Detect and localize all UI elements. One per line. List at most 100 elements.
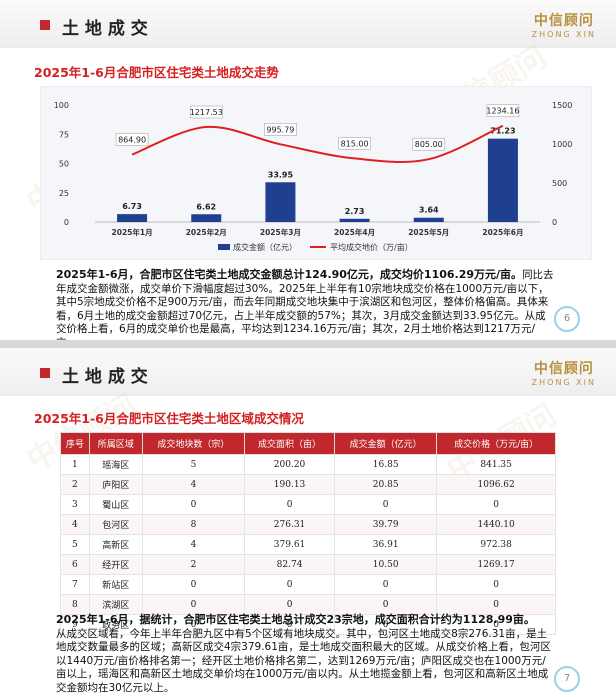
- chart: 02550751000500100015002025年1月6.732025年2月…: [40, 86, 592, 260]
- column-header: 序号: [60, 432, 90, 455]
- x-tick-label: 2025年2月: [186, 227, 227, 237]
- header-title: 土 地 成 交: [62, 19, 148, 39]
- table-cell: 0: [141, 594, 246, 615]
- column-header: 成交面积（亩）: [244, 432, 336, 455]
- logo-en: ZHONG XIN: [531, 30, 596, 39]
- table-cell: 8: [60, 594, 90, 615]
- table-cell: 庐阳区: [88, 474, 143, 495]
- bar: [265, 182, 296, 222]
- table: 序号 所属区域 成交地块数（宗） 成交面积（亩） 成交金额（亿元） 成交价格（万元/亩） 1…: [60, 432, 556, 635]
- divider: [0, 340, 616, 348]
- table-cell: 政务区: [88, 614, 143, 635]
- legend-swatch: [218, 244, 230, 250]
- table-cell: 190.13: [244, 474, 336, 495]
- line-label: 815.00: [341, 139, 369, 148]
- line-label: 1234.16: [486, 107, 519, 116]
- x-tick-label: 2025年4月: [334, 227, 375, 237]
- header: 土 地 成 交 中信顾问 ZHONG XIN: [0, 0, 616, 48]
- bar-label: 3.64: [419, 206, 439, 215]
- table-row: 6 经开区 2 82.74 10.50 1269.17: [60, 554, 556, 575]
- column-header: 成交地块数（宗）: [141, 432, 246, 455]
- table-cell: 瑶海区: [88, 454, 143, 475]
- column-header: 所属区域: [88, 432, 143, 455]
- table-cell: 0: [141, 494, 246, 515]
- logo-cn: 中信顾问: [533, 361, 594, 377]
- bar-label: 6.62: [196, 202, 216, 211]
- table-cell: 5: [141, 454, 246, 475]
- table-cell: 高新区: [88, 534, 143, 555]
- summary-bold: 2025年1-6月，合肥市区住宅类土地成交金额总计124.90亿元，成交均价11…: [56, 268, 523, 281]
- table-cell: 蜀山区: [88, 494, 143, 515]
- table-header: 序号 所属区域 成交地块数（宗） 成交面积（亩） 成交金额（亿元） 成交价格（万元/亩）: [60, 432, 556, 455]
- table-cell: 0: [436, 494, 556, 515]
- table-cell: 20.85: [334, 474, 438, 495]
- bar-label: 2.73: [345, 207, 365, 216]
- table-cell: 0: [436, 594, 556, 615]
- table-cell: 3: [60, 494, 90, 515]
- bar-label: 6.73: [122, 202, 142, 211]
- y2-tick-label: 1000: [552, 140, 572, 149]
- table-cell: 36.91: [334, 534, 438, 555]
- logo: 中信顾问 ZHONG XIN: [532, 358, 596, 387]
- table-row: 7 新站区 0 0 0 0: [60, 574, 556, 595]
- page-number: 7: [554, 666, 580, 692]
- table-cell: 0: [436, 614, 556, 635]
- logo-cn: 中信顾问: [533, 13, 594, 29]
- summary: 2025年1-6月，据统计，合肥市区住宅类土地总计成交23宗地，成交面积合计约为…: [56, 613, 556, 695]
- slide-title: 2025年1-6月合肥市区住宅类土地区域成交情况: [34, 411, 304, 426]
- page-number: 6: [554, 306, 580, 332]
- table-cell: 1269.17: [436, 554, 556, 575]
- line-label-box: [115, 133, 149, 146]
- table-cell: 2: [60, 474, 90, 495]
- x-tick-label: 2025年5月: [408, 227, 449, 237]
- table-cell: 82.74: [244, 554, 336, 575]
- table-cell: 2: [141, 554, 246, 575]
- table-row: 4 包河区 8 276.31 39.79 1440.10: [60, 514, 556, 535]
- x-tick-label: 2025年1月: [112, 227, 153, 237]
- y-tick-label: 75: [59, 130, 69, 139]
- bar-label: 33.95: [268, 170, 294, 179]
- table-cell: 1096.62: [436, 474, 556, 495]
- table-cell: 包河区: [88, 514, 143, 535]
- table-cell: 39.79: [334, 514, 438, 535]
- header: 土 地 成 交 中信顾问 ZHONG XIN: [0, 348, 616, 396]
- table-cell: 0: [334, 494, 438, 515]
- table-cell: 4: [141, 474, 246, 495]
- slide-title: 2025年1-6月合肥市区住宅类土地成交走势: [34, 65, 279, 80]
- table-cell: 0: [334, 594, 438, 615]
- line-label: 864.90: [118, 136, 146, 145]
- table-cell: 1: [60, 454, 90, 475]
- table-row: 2 庐阳区 4 190.13 20.85 1096.62: [60, 474, 556, 495]
- bar: [413, 217, 444, 222]
- table-row: 8 滨湖区 0 0 0 0: [60, 594, 556, 615]
- line-label-box: [338, 137, 371, 150]
- bar: [339, 218, 370, 222]
- y-tick-label: 100: [54, 101, 69, 110]
- table-row: 3 蜀山区 0 0 0 0: [60, 494, 556, 515]
- table-cell: 0: [141, 614, 246, 635]
- table-cell: 0: [436, 574, 556, 595]
- y-tick-label: 25: [59, 189, 69, 198]
- summary: 2025年1-6月，合肥市区住宅类土地成交金额总计124.90亿元，成交均价11…: [56, 268, 556, 340]
- table-cell: 4: [141, 534, 246, 555]
- column-header: 成交价格（万元/亩）: [436, 432, 556, 455]
- summary-bold: 2025年1-6月，据统计，合肥市区住宅类土地总计成交23宗地，成交面积合计约为…: [56, 613, 535, 626]
- table-row: 1 瑶海区 5 200.20 16.85 841.35: [60, 454, 556, 475]
- table-cell: 16.85: [334, 454, 438, 475]
- line-label: 805.00: [415, 140, 443, 149]
- table-cell: 0: [244, 594, 336, 615]
- table-cell: 滨湖区: [88, 594, 143, 615]
- table-cell: 972.38: [436, 534, 556, 555]
- table-cell: 6: [60, 554, 90, 575]
- legend-label: 成交金额（亿元）: [233, 242, 297, 252]
- y-tick-label: 0: [64, 218, 69, 227]
- summary-text: 同比去年成交金额微涨，成交单价下滑幅度超过30%。2025年上半年有10宗地块成…: [56, 269, 554, 340]
- logo-en: ZHONG XIN: [531, 378, 596, 387]
- x-tick-label: 2025年3月: [260, 227, 301, 237]
- table-cell: 8: [141, 514, 246, 535]
- table-cell: 0: [141, 574, 246, 595]
- table-cell: 新站区: [88, 574, 143, 595]
- y-tick-label: 50: [59, 160, 69, 169]
- table-cell: 0: [334, 614, 438, 635]
